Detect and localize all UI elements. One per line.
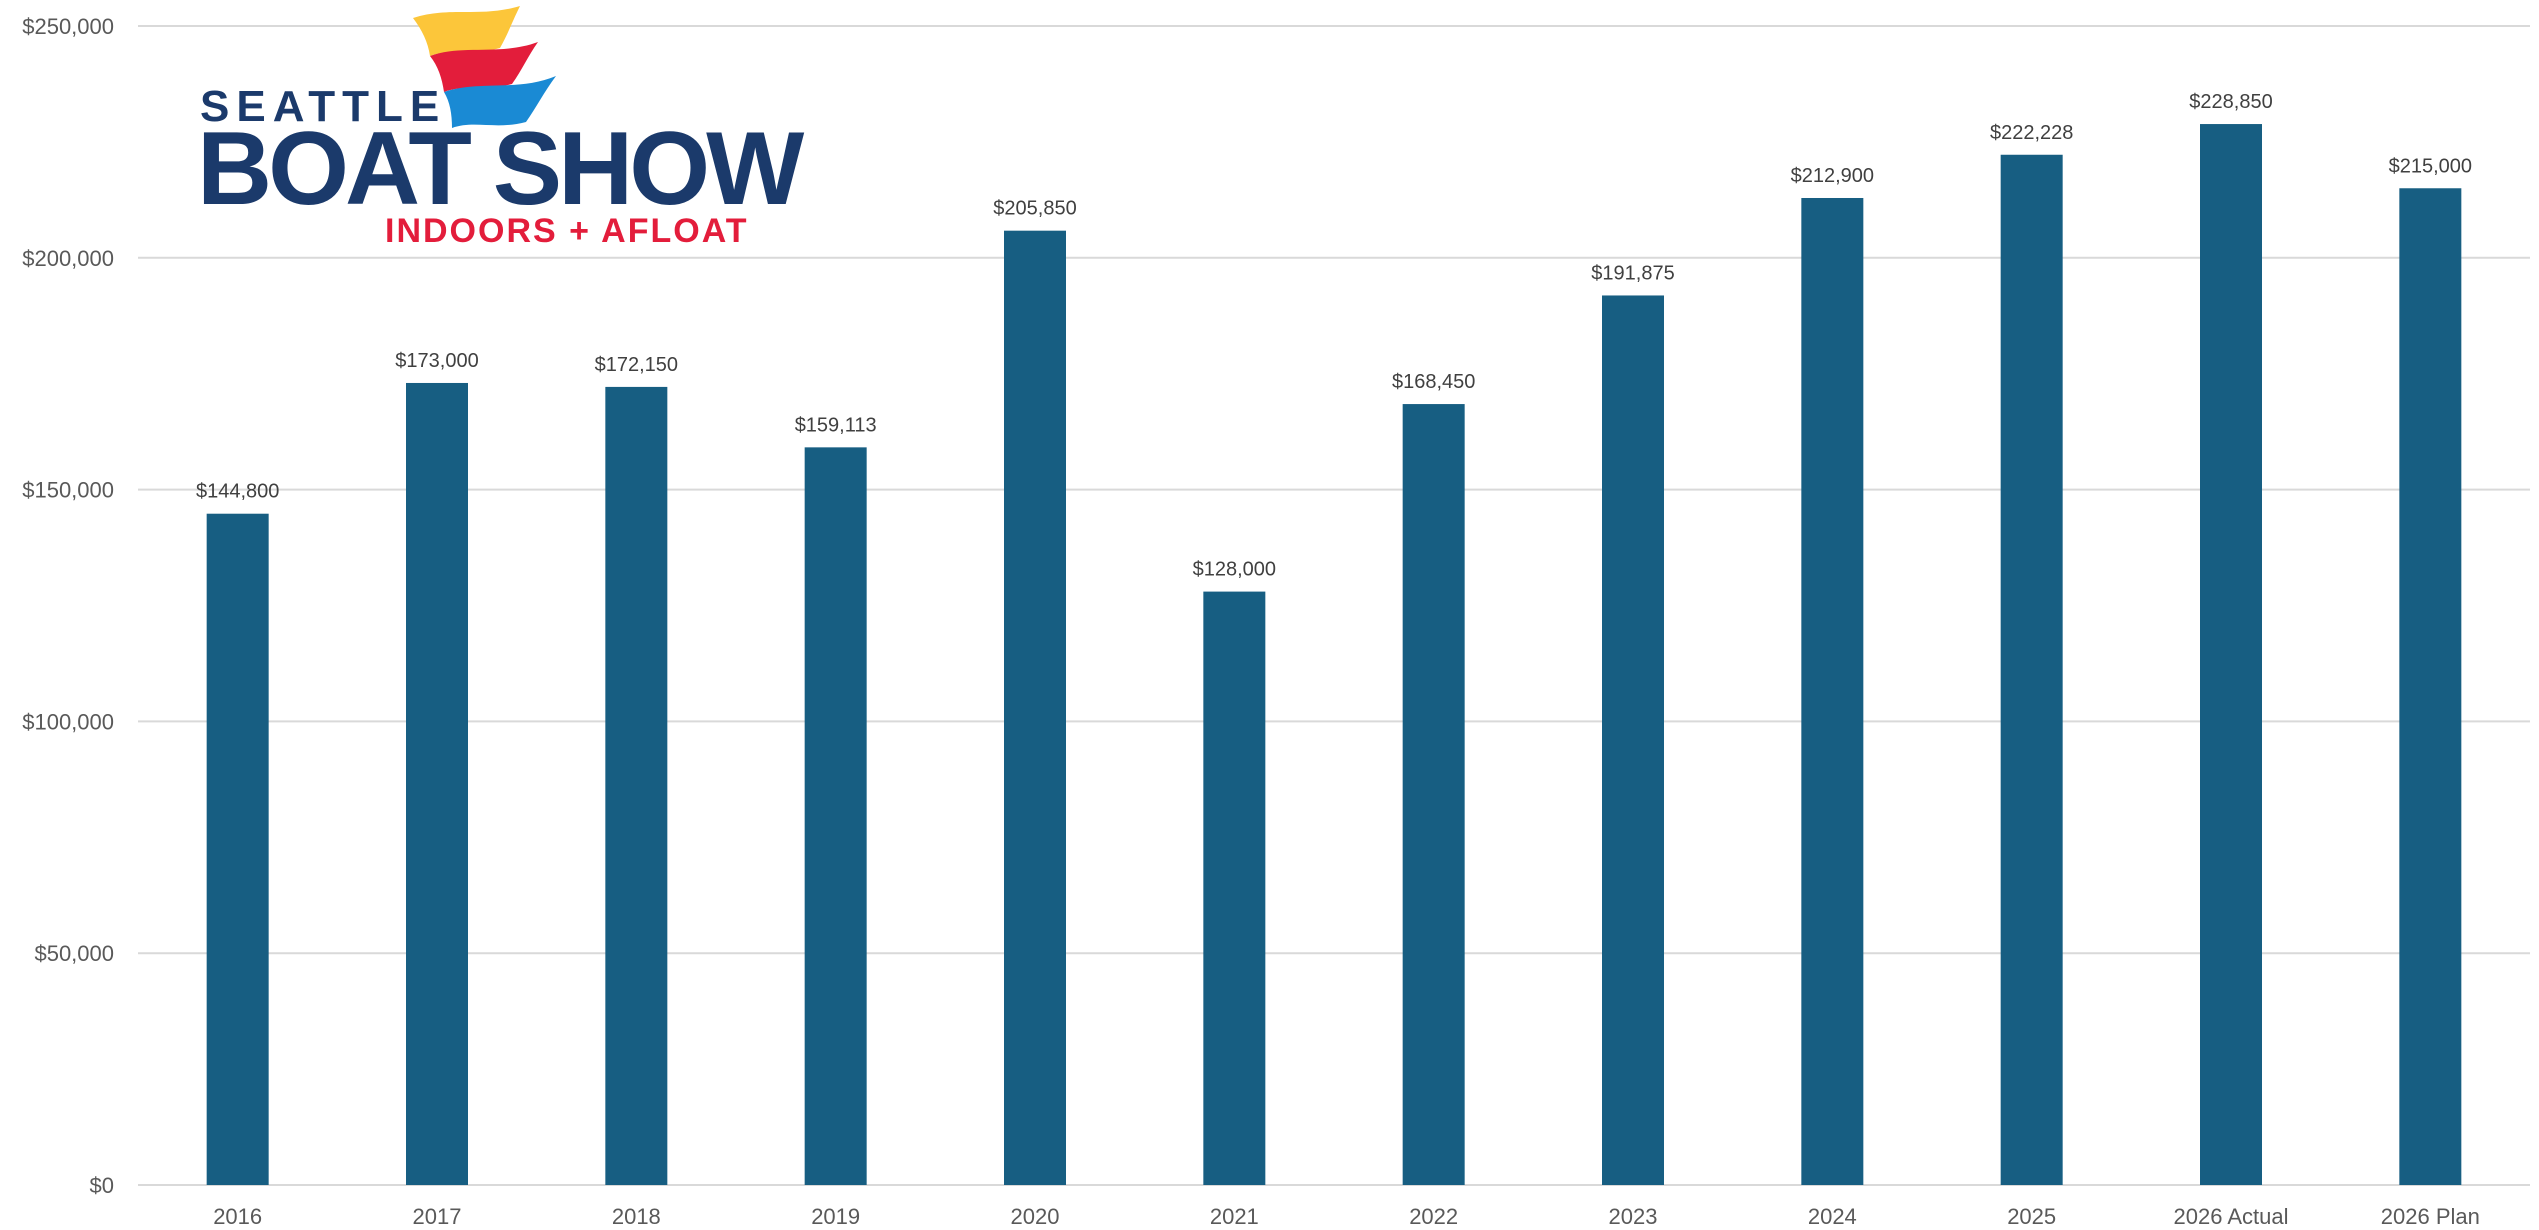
logo-boat-show-text: BOAT SHOW xyxy=(197,111,805,227)
data-label: $173,000 xyxy=(395,350,478,372)
y-tick-label: $250,000 xyxy=(22,14,114,39)
data-label: $128,000 xyxy=(1193,559,1276,581)
bar xyxy=(2399,188,2462,1185)
logo-seattle-text: SEATTLE xyxy=(200,82,446,131)
data-label: $205,850 xyxy=(993,198,1076,220)
x-tick-label: 2017 xyxy=(413,1204,462,1229)
x-axis-tick-labels: 2016 2017 2018 2019 2020 2021 2022 2023 2024 2025… xyxy=(213,1204,2480,1229)
seattle-boat-show-logo: SEATTLE BOAT SHOW INDOORS + AFLOAT xyxy=(197,6,809,250)
x-tick-label: 2019 xyxy=(811,1204,860,1229)
logo-flag-red xyxy=(430,42,538,92)
x-tick-label: 2024 xyxy=(1808,1204,1857,1229)
logo-flag-yellow xyxy=(413,6,520,56)
bar xyxy=(2000,154,2063,1186)
data-label: $159,113 xyxy=(795,414,877,436)
x-tick-label: 2020 xyxy=(1011,1204,1060,1229)
bar xyxy=(1402,404,1465,1185)
x-tick-label: 2016 xyxy=(213,1204,262,1229)
y-tick-label: $150,000 xyxy=(22,478,114,503)
data-label: $228,850 xyxy=(2189,91,2272,113)
data-label: $222,228 xyxy=(1990,122,2073,144)
data-label: $215,000 xyxy=(2389,155,2472,177)
data-label: $168,450 xyxy=(1392,371,1475,393)
bar xyxy=(1203,591,1266,1185)
y-tick-label: $50,000 xyxy=(34,941,114,966)
x-tick-label: 2026 Plan xyxy=(2381,1204,2480,1229)
x-tick-label: 2018 xyxy=(612,1204,661,1229)
bar xyxy=(1801,197,1864,1185)
x-tick-label: 2022 xyxy=(1409,1204,1458,1229)
bar xyxy=(206,513,269,1185)
gridlines xyxy=(138,25,2530,1186)
bar xyxy=(1004,230,1066,1186)
bar xyxy=(605,386,668,1185)
bar xyxy=(406,382,468,1185)
data-label: $191,875 xyxy=(1591,262,1674,284)
data-label: $144,800 xyxy=(196,481,279,503)
x-tick-label: 2026 Actual xyxy=(2174,1204,2289,1229)
y-tick-label: $200,000 xyxy=(22,246,114,271)
x-tick-label: 2023 xyxy=(1609,1204,1658,1229)
logo-tagline-text: INDOORS + AFLOAT xyxy=(385,212,749,250)
bar xyxy=(2200,124,2262,1186)
data-label: $172,150 xyxy=(595,354,678,376)
bar xyxy=(1602,295,1664,1185)
logo-flag-blue xyxy=(444,76,556,128)
bar xyxy=(804,447,867,1185)
y-tick-label: $100,000 xyxy=(22,709,114,734)
data-labels: $144,800 $173,000 $172,150 $159,113 $205,850… xyxy=(196,91,2472,581)
y-axis-tick-labels: $0 $50,000 $100,000 $150,000 $200,000 $250,00… xyxy=(22,14,114,1198)
bars xyxy=(206,124,2462,1186)
data-label: $212,900 xyxy=(1791,165,1874,187)
y-tick-label: $0 xyxy=(90,1173,114,1198)
x-tick-label: 2025 xyxy=(2007,1204,2056,1229)
x-tick-label: 2021 xyxy=(1210,1204,1259,1229)
